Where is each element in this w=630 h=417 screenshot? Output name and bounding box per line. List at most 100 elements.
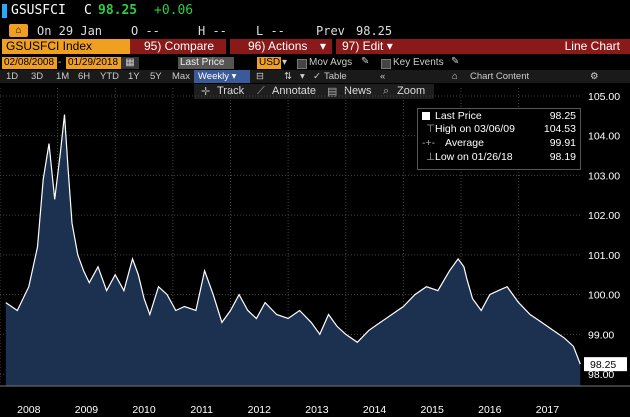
y-axis: 98.00 99.00 100.00 101.00 102.00 103.00 104.00… — [588, 91, 620, 381]
high-marker-icon: ⊤ — [426, 123, 436, 135]
last-price-swatch — [422, 112, 430, 120]
key-events-label: Key Events — [393, 57, 444, 68]
date-separator: - — [58, 57, 62, 68]
y-tick-label: 98.00 — [588, 369, 614, 381]
legend-last-price-label: Last Price — [435, 110, 482, 122]
news-button[interactable]: News — [344, 85, 372, 97]
quote-header: GSUSFCI C 98.25 +0.06 — [0, 0, 630, 22]
legend-high-label: High on 03/06/09 — [435, 123, 515, 135]
quote-subheader: ⌂ On 29 Jan O -- H -- L -- Prev 98.25 — [0, 22, 630, 39]
type-flag: C — [84, 3, 92, 18]
table-button[interactable]: Table — [324, 71, 347, 82]
chevron-down-icon: ▾ — [231, 71, 237, 82]
price-line — [5, 114, 581, 365]
price-chart[interactable]: 98.00 99.00 100.00 101.00 102.00 103.00 104.00… — [0, 86, 630, 417]
y-tick-label: 99.00 — [588, 329, 614, 341]
chart-style-icon[interactable]: ⊟ — [256, 71, 264, 82]
chart-type-label: Line Chart — [564, 39, 620, 53]
legend-average-value: 99.91 — [549, 137, 576, 149]
x-tick-label: 2017 — [536, 404, 560, 416]
chart-settings-icon[interactable]: ⇅ — [284, 71, 292, 82]
legend-last-price-value: 98.25 — [549, 110, 576, 122]
range-max[interactable]: Max — [172, 71, 190, 82]
crosshair-icon[interactable]: ✛ — [201, 86, 211, 98]
zoom-icon[interactable]: ⌕ — [383, 85, 390, 97]
field-select[interactable]: Last Price — [178, 57, 234, 69]
x-tick-label: 2012 — [248, 404, 272, 416]
x-tick-label: 2009 — [75, 404, 99, 416]
currency-select[interactable]: USD — [257, 57, 281, 69]
x-axis: 2008 2009 2010 2011 2012 2013 2014 2015 2016 2017 — [0, 385, 630, 416]
last-value-text: 98.25 — [590, 359, 616, 371]
x-tick-label: 2014 — [363, 404, 387, 416]
mov-avgs-checkbox[interactable] — [297, 59, 307, 69]
line-icon[interactable]: ⟋ — [257, 85, 265, 97]
chart-legend: Last Price 98.25 ⊤ High on 03/06/09 104.… — [417, 108, 581, 170]
prev-value: 98.25 — [356, 24, 393, 38]
chevron-down-icon: ▾ — [386, 39, 393, 53]
mov-avgs-label: Mov Avgs — [309, 57, 353, 68]
range-ytd[interactable]: YTD — [100, 71, 119, 82]
table-icon[interactable]: ✓ — [313, 71, 321, 82]
function-menubar: GSUSFCI Index 95) Compare 96) Actions ▾ … — [0, 39, 630, 55]
legend-low-value: 98.19 — [549, 151, 576, 163]
last-price: 98.25 — [98, 3, 138, 18]
alert-icon[interactable]: ⌂ — [9, 24, 28, 37]
pencil-icon[interactable]: ✎ — [361, 56, 370, 67]
chart-content-icon[interactable]: ⌂ — [452, 71, 458, 82]
range-1m[interactable]: 1M — [56, 71, 70, 82]
calendar-icon[interactable]: ▦ — [121, 57, 139, 69]
chart-content-button[interactable]: Chart Content — [470, 71, 530, 82]
y-tick-label: 101.00 — [588, 250, 620, 262]
range-3d[interactable]: 3D — [31, 71, 44, 82]
x-tick-label: 2013 — [305, 404, 329, 416]
actions-button[interactable]: 96) Actions ▾ — [230, 39, 332, 54]
periodicity-label: Weekly — [198, 71, 229, 82]
x-tick-label: 2015 — [420, 404, 444, 416]
y-tick-label: 100.00 — [588, 290, 620, 302]
edit-button[interactable]: 97) Edit — [342, 39, 384, 53]
y-tick-label: 103.00 — [588, 170, 620, 182]
prev-label: Prev — [316, 24, 345, 38]
gear-icon[interactable]: ⚙ — [590, 71, 599, 82]
security-marker — [2, 4, 7, 18]
chevron-down-icon: ▾ — [319, 39, 326, 53]
quote-date: On 29 Jan — [37, 24, 103, 38]
x-tick-label: 2016 — [478, 404, 502, 416]
x-tick-label: 2008 — [17, 404, 41, 416]
zoom-button[interactable]: Zoom — [397, 85, 426, 97]
price-change: +0.06 — [154, 3, 194, 18]
edit-bar: 97) Edit ▾ Line Chart — [336, 39, 630, 54]
average-marker-icon: -+- — [422, 137, 436, 149]
pencil-icon[interactable]: ✎ — [451, 56, 460, 67]
range-1y[interactable]: 1Y — [128, 71, 140, 82]
legend-average-label: Average — [445, 137, 484, 149]
legend-low-label: Low on 01/26/18 — [435, 151, 513, 163]
compare-button[interactable]: 95) Compare — [130, 39, 226, 54]
currency-chevron-icon[interactable]: ▾ — [282, 57, 288, 68]
high-value: H -- — [198, 24, 227, 38]
chevron-down-icon[interactable]: ▾ — [300, 71, 305, 82]
range-1d[interactable]: 1D — [6, 71, 19, 82]
chart-controls: 02/08/2008 - 01/29/2018 ▦ Last Price USD… — [0, 56, 630, 70]
range-5y[interactable]: 5Y — [150, 71, 162, 82]
security-name-field[interactable]: GSUSFCI Index — [2, 39, 130, 54]
y-tick-label: 104.00 — [588, 131, 620, 143]
start-date-input[interactable]: 02/08/2008 — [2, 57, 57, 69]
low-marker-icon: ⊥ — [426, 151, 436, 163]
range-toolbar: 1D 3D 1M 6H YTD 1Y 5Y Max Weekly ▾ ⊟ ⇅ ▾… — [0, 70, 630, 83]
range-6h[interactable]: 6H — [78, 71, 91, 82]
x-tick-label: 2011 — [190, 404, 213, 416]
last-value-tag: 98.25 — [584, 357, 627, 372]
x-tick-label: 2010 — [132, 404, 156, 416]
end-date-input[interactable]: 01/29/2018 — [66, 57, 121, 69]
periodicity-select[interactable]: Weekly ▾ — [194, 70, 250, 83]
annotate-button[interactable]: Annotate — [272, 85, 317, 97]
ticker: GSUSFCI — [11, 3, 66, 18]
low-value: L -- — [256, 24, 285, 38]
news-icon[interactable]: ▤ — [327, 86, 338, 98]
legend-high-value: 104.53 — [543, 123, 576, 135]
key-events-checkbox[interactable] — [381, 59, 391, 69]
actions-label: 96) Actions — [248, 39, 308, 53]
collapse-left-icon[interactable]: « — [380, 71, 386, 82]
